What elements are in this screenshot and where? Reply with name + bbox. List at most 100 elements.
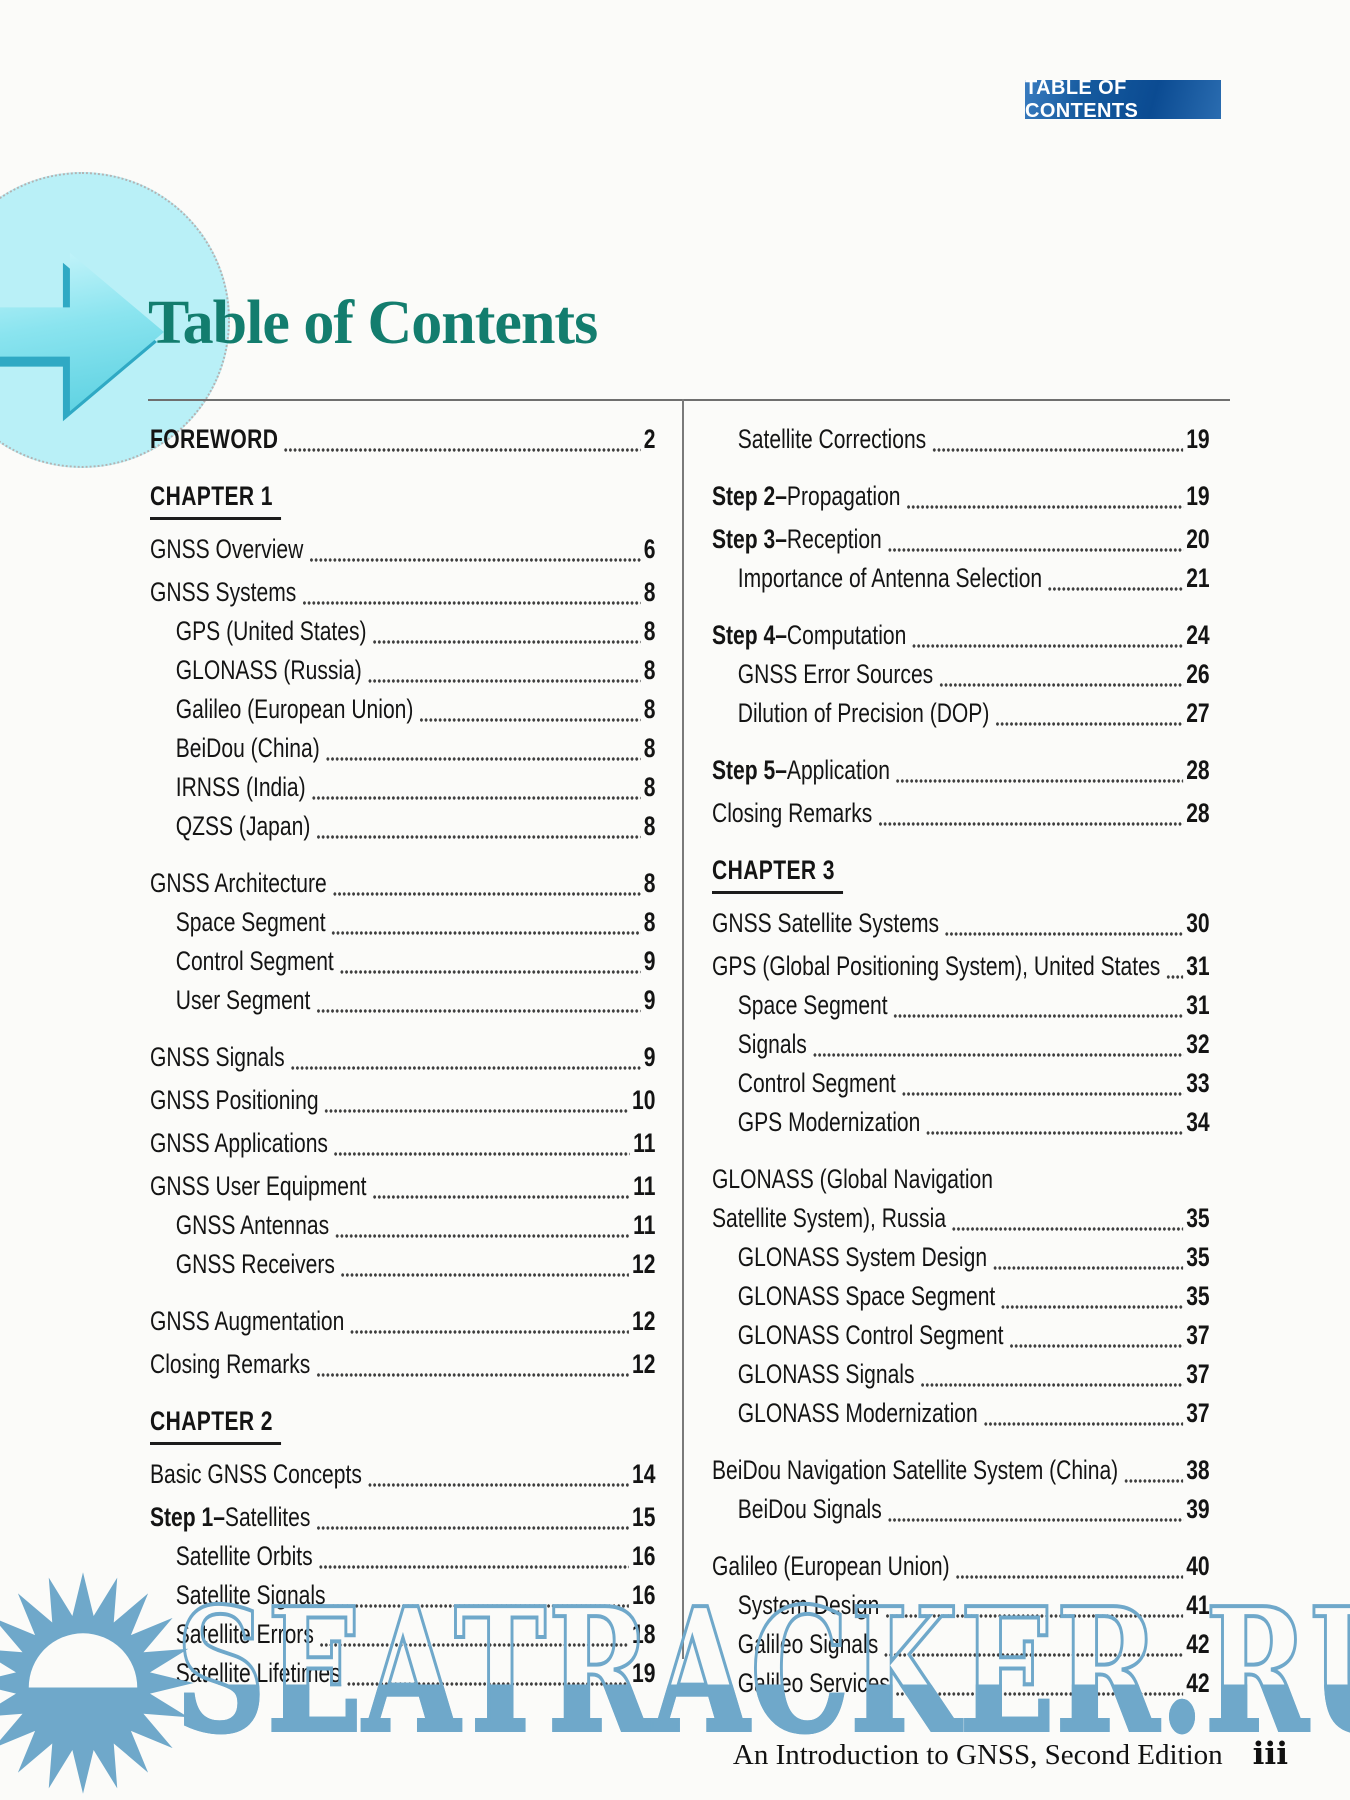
toc-entry: GNSS Receivers 12 (150, 1249, 656, 1280)
toc-entry-dots (315, 835, 641, 839)
toc-entry-dots (951, 1227, 1184, 1231)
toc-entry-page: 11 (633, 1128, 656, 1158)
toc-entry-page: 8 (643, 772, 656, 802)
toc-entry-label: GNSS Positioning (150, 1085, 319, 1115)
toc-entry-label: GPS (United States) (175, 616, 367, 646)
toc-entry-page: 41 (1186, 1590, 1210, 1620)
toc-entry-page: 37 (1186, 1398, 1210, 1428)
toc-entry-page: 10 (632, 1085, 656, 1115)
toc-entry: Step 2– Propagation 19 (712, 481, 1210, 512)
toc-entry-page: 31 (1186, 990, 1210, 1020)
toc-entry-page: 37 (1186, 1359, 1210, 1389)
toc-entry-dots (938, 683, 1184, 687)
toc-entry-label: GLONASS (Russia) (175, 655, 362, 685)
toc-entry-dots (331, 931, 641, 935)
toc-entry: Importance of Antenna Selection 21 (712, 563, 1210, 594)
toc-entry-dots (318, 1565, 629, 1569)
toc-entry-page: 38 (1186, 1455, 1210, 1485)
toc-entry-label: Satellite Errors (175, 1619, 314, 1649)
book-title: An Introduction to GNSS, Second Edition (732, 1739, 1223, 1771)
toc-entry-page: 18 (632, 1619, 656, 1649)
toc-entry-page: 42 (1186, 1668, 1210, 1698)
toc-entry-dots (325, 757, 641, 761)
toc-entry-page: 12 (632, 1306, 656, 1336)
toc-entry-label: QZSS (Japan) (175, 811, 311, 841)
toc-entry: BeiDou (China) 8 (150, 733, 656, 764)
toc-entry-page: 33 (1186, 1068, 1210, 1098)
toc-entry-label: Basic GNSS Concepts (150, 1459, 362, 1489)
toc-entry-label: Space Segment (737, 990, 888, 1020)
toc-entry-dots (905, 505, 1184, 509)
toc-entry-label-rest: Reception (786, 524, 882, 554)
toc-entry: GLONASS Signals 37 (712, 1359, 1210, 1390)
toc-entry-page: 8 (643, 868, 656, 898)
toc-entry: FOREWORD 2 (150, 424, 655, 455)
toc-entry-dots (319, 1643, 629, 1647)
toc-entry: GLONASS (Russia) 8 (150, 655, 656, 686)
toc-entry-dots (955, 1575, 1184, 1579)
toc-entry-label: GLONASS Space Segment (737, 1281, 996, 1311)
toc-entry-dots (339, 970, 641, 974)
toc-entry-page: 8 (643, 655, 656, 685)
toc-entry: Closing Remarks 28 (712, 798, 1210, 829)
toc-entry-dots (919, 1383, 1184, 1387)
toc-left-column: FOREWORD 2 CHAPTER 1 GNSS Overview 6 GNSS Sys… (150, 424, 655, 1689)
toc-entry-page: 37 (1186, 1320, 1210, 1350)
toc-entry-page: 8 (643, 694, 656, 724)
toc-entry-dots (418, 718, 641, 722)
toc-entry-page: 12 (632, 1349, 656, 1379)
toc-entry: System Design 41 (712, 1590, 1210, 1621)
toc-entry-page: 15 (632, 1502, 656, 1532)
toc-entry-dots (1123, 1479, 1184, 1483)
toc-entry: GNSS Augmentation 12 (150, 1306, 655, 1337)
toc-entry: Satellite Lifetimes 19 (150, 1658, 656, 1689)
toc-entry: GLONASS Space Segment 35 (712, 1281, 1210, 1312)
toc-entry-dots (883, 1653, 1184, 1657)
toc-entry-dots (371, 1195, 631, 1199)
chapter-heading-label: CHAPTER 2 (150, 1406, 281, 1445)
chapter-heading: CHAPTER 2 (150, 1406, 655, 1445)
toc-entry-dots (290, 1066, 641, 1070)
toc-entry: Space Segment 31 (712, 990, 1210, 1021)
toc-entry-label: GPS (Global Positioning System), United … (712, 951, 1161, 981)
toc-entry-label-rest: Application (786, 755, 890, 785)
toc-entry-label: BeiDou Navigation Satellite System (Chin… (712, 1455, 1119, 1485)
toc-entry-dots (283, 448, 641, 452)
toc-entry-label: Step 3– (712, 524, 787, 554)
toc-entry-label: GLONASS Signals (737, 1359, 915, 1389)
toc-entry-page: 19 (1186, 424, 1210, 454)
toc-entry: Control Segment 33 (712, 1068, 1210, 1099)
toc-entry-page: 26 (1186, 659, 1210, 689)
toc-entry-label: System Design (737, 1590, 880, 1620)
toc-entry-page: 11 (633, 1171, 656, 1201)
toc-entry-label: GNSS User Equipment (150, 1171, 367, 1201)
toc-entry-page: 8 (643, 577, 656, 607)
toc-entry-page: 8 (643, 616, 656, 646)
toc-entry-page: 30 (1186, 908, 1210, 938)
toc-entry-page: 19 (1186, 481, 1210, 511)
toc-entry: Satellite Corrections 19 (712, 424, 1210, 455)
toc-entry-dots (895, 779, 1184, 783)
toc-entry-page: 16 (632, 1580, 656, 1610)
toc-entry: GLONASS Modernization 37 (712, 1398, 1210, 1429)
toc-entry-label: Satellite Corrections (737, 424, 927, 454)
chapter-heading-label: CHAPTER 3 (712, 855, 843, 894)
right-arrow-icon-face (0, 252, 164, 412)
toc-entry-label: GNSS Augmentation (150, 1306, 345, 1336)
toc-entry: Galileo (European Union) 8 (150, 694, 656, 725)
toc-entry-dots (324, 1109, 629, 1113)
toc-entry: User Segment 9 (150, 985, 656, 1016)
toc-entry-label: GLONASS Modernization (737, 1398, 978, 1428)
toc-entry-page: 27 (1186, 698, 1210, 728)
chapter-heading-label: CHAPTER 1 (150, 481, 281, 520)
toc-entry-label: GLONASS (Global Navigation (712, 1164, 993, 1194)
toc-entry: Satellite Signals 16 (150, 1580, 656, 1611)
toc-entry-label: Satellite Orbits (175, 1541, 313, 1571)
toc-entry-dots (1165, 975, 1184, 979)
toc-entry: Basic GNSS Concepts 14 (150, 1459, 655, 1490)
toc-entry-dots (1000, 1305, 1184, 1309)
toc-entry-dots (315, 1526, 629, 1530)
toc-entry: Step 5– Application 28 (712, 755, 1210, 786)
toc-entry-dots (311, 796, 641, 800)
footer: An Introduction to GNSS, Second Edition … (733, 1736, 1288, 1772)
